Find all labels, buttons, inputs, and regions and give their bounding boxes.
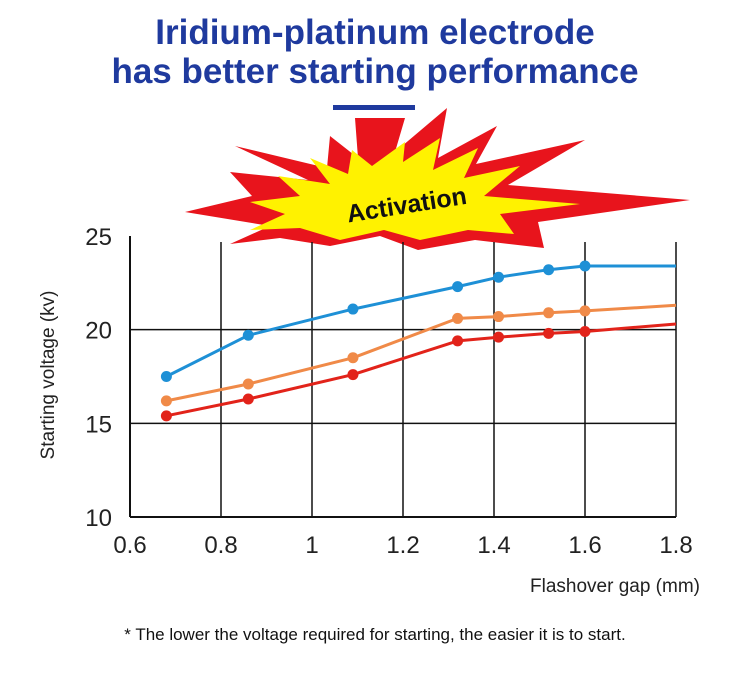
series-line-1 <box>165 264 676 378</box>
series-2-point <box>347 352 359 364</box>
chart-tick-labels: 0.6 0.8 1 1.2 1.4 1.6 1.8 10 15 20 25 <box>85 224 692 559</box>
footnote: * The lower the voltage required for sta… <box>124 625 626 644</box>
series-line-3 <box>166 322 677 418</box>
series-2-point <box>579 305 591 317</box>
activation-burst-icon <box>185 108 690 250</box>
chart-series <box>160 260 677 422</box>
headline-line-1: Iridium-platinum electrode <box>155 13 595 52</box>
series-3-point <box>579 326 591 338</box>
series-1-point <box>543 264 555 276</box>
series-1-point <box>347 303 359 315</box>
series-3-point <box>452 335 464 347</box>
y-tick-label: 15 <box>85 411 112 438</box>
x-tick-label: 1.4 <box>477 532 510 559</box>
series-1-point <box>160 371 172 382</box>
title-underline <box>333 105 415 110</box>
chart-axes <box>129 236 676 518</box>
x-tick-label: 1.8 <box>659 532 692 559</box>
series-2-point <box>452 312 464 324</box>
series-1-point <box>242 329 254 341</box>
series-line-2 <box>166 303 677 403</box>
series-3-point <box>160 410 172 422</box>
headline-line-2: has better starting performance <box>111 52 639 91</box>
x-tick-label: 0.8 <box>204 532 237 559</box>
series-3-point <box>347 369 359 381</box>
series-1-point <box>579 260 591 272</box>
series-2-point <box>493 311 505 323</box>
y-tick-label: 25 <box>85 224 112 251</box>
y-tick-label: 10 <box>85 505 112 532</box>
x-tick-label: 0.6 <box>113 532 146 559</box>
series-2-point <box>160 395 172 407</box>
series-3-point <box>493 331 505 343</box>
series-2-point <box>543 307 555 319</box>
y-tick-label: 20 <box>85 318 112 345</box>
x-axis-label: Flashover gap (mm) <box>530 576 700 597</box>
chart-grid <box>130 242 677 517</box>
series-1-point <box>452 281 464 293</box>
series-3-point <box>543 327 555 339</box>
y-axis-label: Starting voltage (kv) <box>38 291 59 460</box>
x-tick-label: 1.6 <box>568 532 601 559</box>
x-tick-label: 1.2 <box>386 532 419 559</box>
x-tick-label: 1 <box>305 532 318 559</box>
series-3-point <box>242 393 254 405</box>
series-1-point <box>493 271 505 283</box>
series-2-point <box>242 378 254 390</box>
